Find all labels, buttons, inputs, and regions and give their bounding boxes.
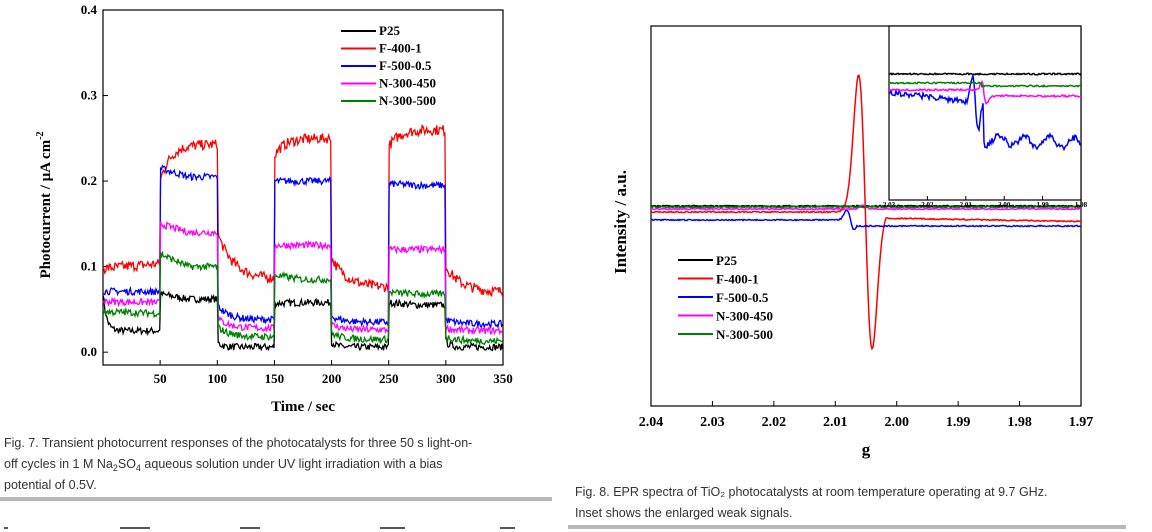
fig7-series-line-p25: [102, 290, 504, 352]
fig7-x-axis-title: Time / sec: [271, 399, 335, 415]
fig8-caption-line-2: Inset shows the enlarged weak signals.: [575, 506, 793, 520]
fig8-x-tick-label: 2.02: [762, 415, 787, 430]
fig8-inset-line-p25: [888, 72, 1082, 76]
fig7-x-tick-label: 200: [322, 371, 342, 386]
fig7-series-line-n-300-500: [102, 250, 503, 346]
fig8-x-tick-label: 2.04: [639, 415, 664, 430]
fig7-caption-line-1: Fig. 7. Transient photocurrent responses…: [4, 436, 472, 450]
fig8-legend-label: N-300-500: [716, 327, 773, 342]
fig8-inset-frame: [888, 25, 1082, 201]
fig7-series-line-n-300-450: [102, 220, 504, 336]
fig7-caption-line-2: off cycles in 1 M Na2SO4 aqueous solutio…: [4, 457, 443, 473]
fig7-legend-label: F-500-0.5: [379, 58, 432, 73]
fig8-series-line-f-400-1: [650, 74, 1082, 351]
fig8-inset-line-n-300-500: [889, 81, 1081, 89]
fig7-series-line-f-400-1: [102, 124, 504, 298]
fig7-x-tick-label: 350: [493, 371, 513, 386]
fig8-inset-line-n-300-450: [888, 79, 1082, 105]
fig8-caption: Fig. 8. EPR spectra of TiO₂ photocatalys…: [575, 485, 1047, 520]
fig7-y-tick-label: 0.4: [81, 2, 98, 17]
figure-8-epr: 2.04 2.03 2.02 2.01 2.00 1.99 1.98 1.97 g Inten…: [611, 25, 1094, 459]
fig8-legend-label: P25: [716, 253, 737, 268]
fig8-x-axis-title: g: [862, 440, 871, 459]
fig8-inset-x-tick-label: 1.99: [1036, 201, 1049, 209]
fig8-x-tick-label: 1.98: [1007, 415, 1032, 430]
fig8-x-tick-label: 1.97: [1069, 415, 1094, 430]
fig8-inset-x-tick-label: 1.98: [1075, 201, 1088, 209]
fig8-caption-line-1: Fig. 8. EPR spectra of TiO₂ photocatalys…: [575, 485, 1047, 499]
fig8-legend-label: F-500-0.5: [716, 290, 769, 305]
fig8-x-tick-label: 2.00: [884, 415, 909, 430]
fig7-y-tick-label: 0.0: [81, 344, 97, 359]
fig8-caption-rule: [568, 525, 1126, 529]
fig8-x-tick-label: 2.01: [823, 415, 848, 430]
fig7-lower-text-fragments: [4, 527, 515, 529]
fig8-inset: 2.03 2.02 2.01 2.00 1.99 1.98: [883, 25, 1088, 209]
fig7-legend-label: P25: [379, 23, 400, 38]
fig7-series-line-f-500-0-5: [102, 164, 504, 330]
fig8-inset-line-f-500-0-5: [888, 75, 1082, 152]
fig7-x-tick-label: 150: [265, 371, 285, 386]
fig7-y-tick-label: 0.1: [81, 259, 97, 274]
fig7-x-tick-label: 50: [154, 371, 167, 386]
fig7-y-tick-label: 0.2: [81, 173, 97, 188]
fig8-x-tick-label: 2.03: [700, 415, 725, 430]
fig7-plot-frame: [102, 9, 504, 366]
fig8-inset-x-tick-label: 2.01: [960, 201, 973, 209]
figure-7-photocurrent: 50 100 150 200 250 300 350 0.0 0.1 0.2 0.3 0.4 Tim…: [35, 2, 513, 415]
fig7-x-tick-label: 100: [208, 371, 228, 386]
fig7-caption-line-3: potential of 0.5V.: [4, 478, 97, 492]
fig8-legend-label: F-400-1: [716, 272, 759, 287]
fig8-legend: P25 F-400-1 F-500-0.5 N-300-450 N-300-500: [678, 253, 773, 342]
fig7-x-tick-label: 250: [379, 371, 399, 386]
fig8-inset-x-tick-label: 2.00: [998, 201, 1011, 209]
fig8-y-axis-title: Intensity / a.u.: [611, 170, 630, 274]
fig8-series-line-n-300-500: [650, 205, 1082, 209]
fig7-y-axis-title: Photocurrent / µA cm-2: [35, 131, 54, 278]
fig7-legend: P25 F-400-1 F-500-0.5 N-300-450 N-300-500: [341, 23, 436, 108]
fig7-caption: Fig. 7. Transient photocurrent responses…: [4, 436, 472, 492]
fig7-x-tick-label: 300: [436, 371, 456, 386]
fig8-inset-x-tick-label: 2.02: [921, 201, 934, 209]
fig8-series-line-f-500-0-5: [650, 209, 1082, 231]
fig7-legend-label: F-400-1: [379, 41, 422, 56]
fig8-plot-frame: [650, 25, 1082, 407]
fig7-legend-label: N-300-500: [379, 93, 436, 108]
fig7-caption-rule: [0, 497, 552, 501]
fig8-x-tick-label: 1.99: [946, 415, 971, 430]
fig8-inset-x-tick-label: 2.03: [883, 201, 896, 209]
fig7-y-tick-label: 0.3: [81, 88, 98, 103]
fig7-legend-label: N-300-450: [379, 76, 436, 91]
fig8-legend-label: N-300-450: [716, 309, 773, 324]
